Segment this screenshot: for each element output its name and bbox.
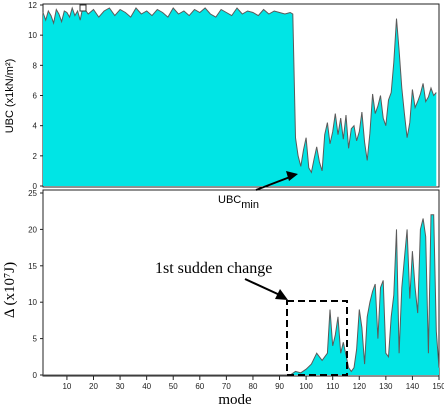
bottom-y-tick-label: 20 (28, 225, 37, 234)
x-tick-label: 40 (142, 382, 151, 391)
sudden-change-box (286, 300, 348, 376)
sudden-change-arrow-head (275, 289, 288, 300)
bottom-delta-line (43, 214, 440, 376)
top-y-axis-label: UBC (x1kN/m²) (4, 59, 16, 134)
sudden-change-label: 1st sudden change (155, 260, 272, 277)
x-tick-label: 130 (379, 382, 393, 391)
top-y-ticks: 0 2 4 6 8 10 12 (28, 1, 43, 191)
top-y-tick-label: 2 (33, 152, 38, 161)
ubc-min-annotation: UBCmin (218, 171, 298, 211)
bottom-panel: 0 5 10 15 20 25 10 20 30 40 50 60 70 80 90 100 110 120 13… (2, 189, 444, 408)
sudden-change-arrow-line (244, 278, 283, 297)
x-tick-label: 150 (432, 382, 444, 391)
bottom-y-tick-label: 0 (33, 371, 38, 380)
top-ubc-area (43, 6, 437, 186)
top-y-tick-label: 0 (33, 182, 38, 191)
ubc-min-arrow-line (255, 176, 291, 191)
x-tick-label: 50 (169, 382, 178, 391)
bottom-y-tick-label: 10 (28, 298, 37, 307)
top-ubc-line (42, 5, 437, 174)
x-tick-label: 20 (89, 382, 98, 391)
x-tick-label: 100 (299, 382, 313, 391)
bottom-y-axis-label: Δ (x10⁷J) (2, 262, 18, 318)
x-tick-label: 10 (62, 382, 71, 391)
top-y-tick-label: 4 (33, 122, 38, 131)
top-y-tick-label: 8 (33, 61, 38, 70)
bottom-y-ticks: 0 5 10 15 20 25 (28, 189, 43, 380)
bottom-y-tick-label: 15 (28, 262, 37, 271)
top-y-tick-label: 10 (28, 31, 37, 40)
bottom-delta-area (43, 214, 439, 375)
bottom-y-tick-label: 5 (33, 335, 38, 344)
x-tick-label: 30 (116, 382, 125, 391)
bottom-y-tick-label: 25 (28, 189, 37, 198)
x-axis-label: mode (218, 392, 252, 408)
top-panel: 0 2 4 6 8 10 12 UBC (x1kN/m²) (4, 1, 440, 191)
ubc-min-label: UBCmin (218, 194, 259, 211)
bottom-x-ticks: 10 20 30 40 50 60 70 80 90 100 110 120 130 140 150 (62, 376, 444, 391)
ubc-min-arrow-head (286, 171, 298, 181)
x-tick-label: 140 (406, 382, 420, 391)
x-tick-label: 120 (353, 382, 367, 391)
top-y-tick-label: 6 (33, 92, 38, 101)
x-tick-label: 90 (275, 382, 284, 391)
top-ubc-marker (79, 4, 87, 12)
x-tick-label: 110 (326, 382, 339, 391)
x-tick-label: 70 (222, 382, 231, 391)
top-y-tick-label: 12 (28, 1, 37, 10)
x-tick-label: 80 (249, 382, 258, 391)
x-tick-label: 60 (195, 382, 204, 391)
